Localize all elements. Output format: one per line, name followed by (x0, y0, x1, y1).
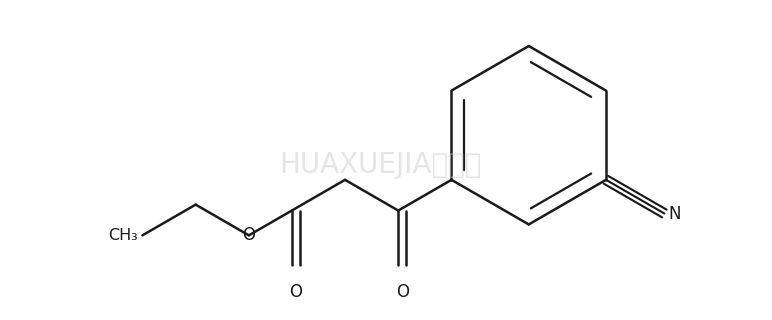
Text: O: O (290, 283, 303, 301)
Text: N: N (669, 204, 681, 222)
Text: HUAXUEJIA化学加: HUAXUEJIA化学加 (279, 151, 481, 179)
Text: O: O (242, 226, 256, 244)
Text: O: O (396, 283, 408, 301)
Text: CH₃: CH₃ (108, 228, 137, 243)
